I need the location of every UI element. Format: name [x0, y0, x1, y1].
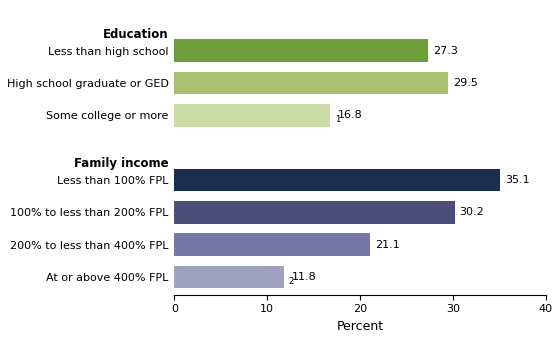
Text: 27.3: 27.3	[433, 46, 458, 56]
Bar	[174, 72, 449, 94]
Bar	[174, 169, 501, 191]
X-axis label: Percent: Percent	[337, 320, 384, 333]
Bar	[174, 39, 428, 62]
Text: 29.5: 29.5	[453, 78, 478, 88]
Text: 30.2: 30.2	[460, 207, 484, 217]
Text: 21.1: 21.1	[375, 240, 400, 250]
Text: 1: 1	[335, 115, 340, 124]
Text: 35.1: 35.1	[505, 175, 530, 185]
Bar	[174, 201, 455, 224]
Text: 2: 2	[288, 277, 294, 286]
Text: 11.8: 11.8	[291, 272, 316, 282]
Bar	[174, 266, 284, 288]
Bar	[174, 104, 330, 126]
Text: 16.8: 16.8	[338, 110, 363, 120]
Bar	[174, 233, 370, 256]
